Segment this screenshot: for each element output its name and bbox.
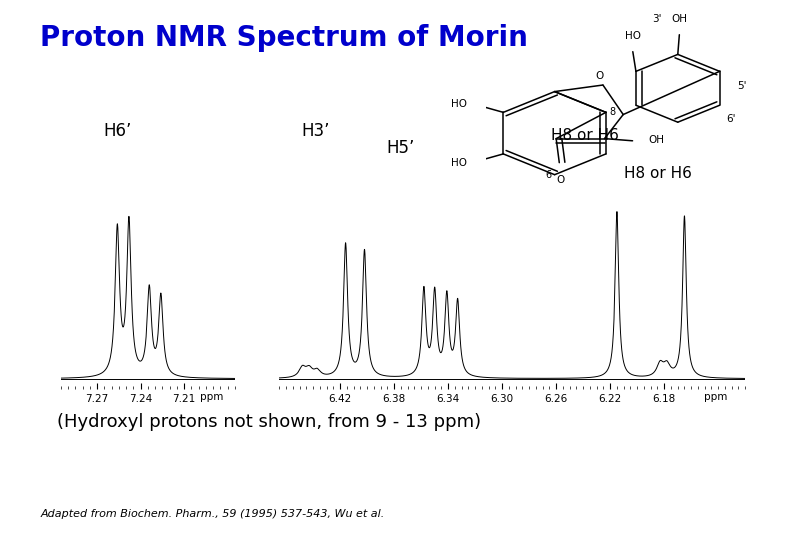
Text: OH: OH <box>648 134 664 145</box>
Text: (Hydroxyl protons not shown, from 9 - 13 ppm): (Hydroxyl protons not shown, from 9 - 13… <box>57 413 481 431</box>
Text: HO: HO <box>451 99 467 109</box>
Text: O: O <box>595 71 604 80</box>
Text: ppm: ppm <box>704 393 727 402</box>
Text: H6’: H6’ <box>103 123 132 140</box>
Text: HO: HO <box>451 158 467 167</box>
Text: H8 or H6: H8 or H6 <box>624 166 692 181</box>
Text: 6: 6 <box>545 170 552 180</box>
Text: 3': 3' <box>652 14 662 24</box>
Text: OH: OH <box>671 14 688 24</box>
Text: Adapted from Biochem. Pharm., 59 (1995) 537-543, Wu et al.: Adapted from Biochem. Pharm., 59 (1995) … <box>40 509 385 519</box>
Text: O: O <box>556 174 565 185</box>
Text: H8 or H6: H8 or H6 <box>551 128 619 143</box>
Text: ppm: ppm <box>200 393 224 402</box>
Text: 5': 5' <box>737 81 746 91</box>
Text: Proton NMR Spectrum of Morin: Proton NMR Spectrum of Morin <box>40 24 528 52</box>
Text: H3’: H3’ <box>301 123 330 140</box>
Text: 8: 8 <box>609 107 615 117</box>
Text: HO: HO <box>625 31 641 40</box>
Text: H5’: H5’ <box>386 139 416 157</box>
Text: 6': 6' <box>726 114 735 124</box>
